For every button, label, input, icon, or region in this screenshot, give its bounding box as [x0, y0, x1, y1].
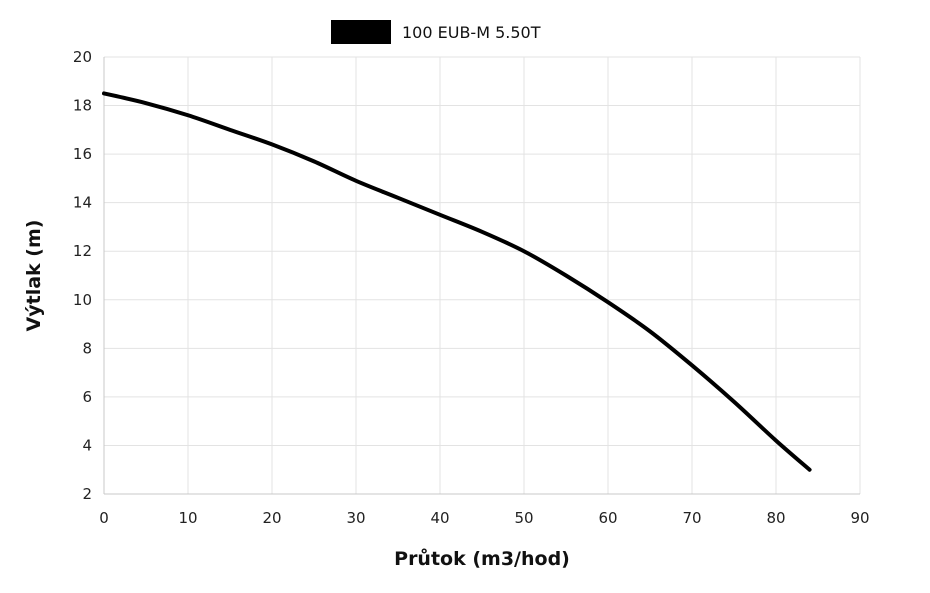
y-tick-label: 20 [73, 48, 92, 66]
y-tick-label: 14 [73, 194, 92, 212]
y-tick-label: 6 [82, 388, 92, 406]
x-tick-label: 0 [99, 509, 109, 527]
series-line [102, 91, 812, 472]
x-tick-label: 90 [850, 509, 869, 527]
y-tick-label: 4 [82, 436, 92, 454]
y-tick-label: 2 [82, 485, 92, 503]
y-axis-title: Výtlak (m) [23, 220, 45, 332]
legend-swatch [331, 20, 391, 44]
x-tick-label: 70 [682, 509, 701, 527]
axes: 0 10 20 30 40 50 60 70 80 90 2 4 6 8 10 12 14 16 18 20 [73, 48, 870, 527]
x-tick-label: 60 [598, 509, 617, 527]
legend-label: 100 EUB-M 5.50T [402, 23, 541, 42]
x-tick-label: 20 [262, 509, 281, 527]
x-tick-label: 80 [766, 509, 785, 527]
y-tick-label: 12 [73, 242, 92, 260]
y-tick-label: 18 [73, 97, 92, 115]
y-tick-label: 8 [82, 339, 92, 357]
y-tick-label: 10 [73, 291, 92, 309]
grid [103, 56, 861, 495]
x-tick-label: 30 [346, 509, 365, 527]
y-tick-label: 16 [73, 145, 92, 163]
x-tick-label: 40 [430, 509, 449, 527]
x-tick-label: 10 [178, 509, 197, 527]
series-layer [102, 91, 812, 472]
x-axis-title: Průtok (m3/hod) [394, 547, 570, 570]
legend: 100 EUB-M 5.50T [331, 20, 541, 44]
x-tick-label: 50 [514, 509, 533, 527]
